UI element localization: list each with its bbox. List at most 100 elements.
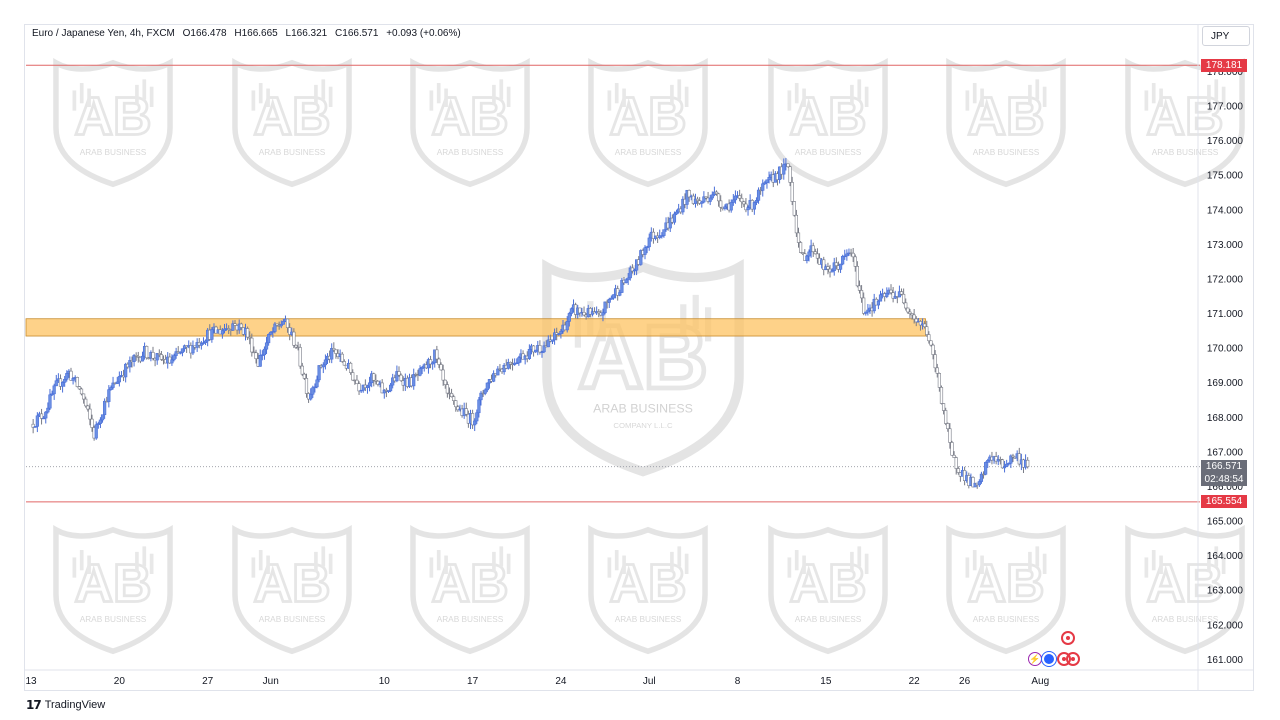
candle-body [435,349,439,360]
candle-body [452,396,456,401]
candle-body [75,377,79,387]
candle-body [374,379,378,382]
price-axis-label: 176.000 [1207,136,1244,147]
watermark-text: ARAB BUSINESS [973,148,1040,157]
candle-body [971,477,975,488]
candle-body [841,256,845,265]
candle-body [761,183,765,191]
candle-body [281,321,285,325]
candle-body [473,420,477,426]
watermark-text: ARAB BUSINESS [615,148,682,157]
candle-body [117,376,121,383]
candle-body [321,364,325,368]
candle-body [801,252,805,254]
candle-body [485,382,489,391]
candle-body [853,256,857,267]
candle-body [180,348,185,353]
candle-body [140,355,145,362]
candle-body [714,191,719,195]
time-axis: 13 20 27 Jun 10 17 24 Jul 8 15 22 26 Aug [24,24,1254,690]
candle-body [315,379,319,388]
candle-body [754,200,759,203]
candle-body [382,389,386,394]
watermark-logo: ARAB BUSINESS [413,63,527,184]
candle-body [855,266,859,287]
watermark-logo: ARAB BUSINESS [771,63,885,184]
candle-body [601,312,605,316]
watermark-shield [949,63,1063,184]
time-axis-label: Jun [263,676,279,687]
candle-body [483,389,487,394]
candle-body [31,423,35,428]
candle-body [1011,455,1015,458]
candle-body [939,387,944,404]
watermark-text: ARAB BUSINESS [593,402,693,416]
candle-body [885,292,889,297]
watermark-logo: ARAB BUSINESS [949,63,1063,184]
price-axis-label: 168.000 [1207,413,1244,424]
candle-body [151,352,155,359]
candle-body [578,307,582,314]
candle-body [933,354,937,369]
candle-body [431,362,435,365]
candle-body [552,332,557,341]
price-tag-countdown: 02:48:54 [1201,473,1247,487]
tradingview-logo[interactable]: 17 TradingView [26,698,105,712]
candle-body [262,348,267,356]
candle-body [744,203,748,211]
candle-body [1009,455,1013,464]
candle-body [300,365,304,375]
candle-body [788,166,792,183]
watermark-shield [771,530,885,651]
candle-body [365,385,370,388]
watermark-text: ARAB BUSINESS [259,148,326,157]
candle-body [782,164,786,175]
candle-body [88,408,92,420]
candle-body [155,353,159,361]
candle-body [626,277,630,281]
candle-body [412,374,416,387]
candle-body [927,334,931,342]
watermark-logo: ARAB BUSINESS [591,530,705,651]
watermark-logo: ARAB BUSINESS [591,63,705,184]
candle-body [90,418,94,428]
candle-body [210,329,214,340]
watermark-logo: ARAB BUSINESS [56,530,170,651]
watermark-logo: ARAB BUSINESS [1128,63,1242,184]
watermark-text: ARAB BUSINESS [1152,615,1219,624]
candle-body [456,406,460,411]
candle-body [515,362,519,365]
candle-body [864,311,868,314]
candle-body [542,345,546,353]
lightning-event-icon[interactable]: ⚡ [1028,652,1042,666]
time-axis-label: 22 [909,676,921,687]
candle-body [977,481,981,486]
event-marker-icon-3[interactable] [1066,652,1080,666]
watermark-shield [591,530,705,651]
currency-button[interactable]: JPY [1202,26,1250,46]
price-axis-label: 162.000 [1207,620,1244,631]
candle-body [708,197,712,202]
candle-body [464,408,468,415]
candle-body [103,400,107,416]
price-axis-label: 174.000 [1207,205,1244,216]
candle-body [832,262,836,271]
candle-body [96,423,100,426]
candle-body [203,340,208,343]
candle-body [635,259,639,271]
watermark-layer: ARAB BUSINESS ARAB BUSINESS ARAB BUSINESS A… [56,63,1242,651]
candle-body [323,359,328,366]
time-axis-label: 15 [820,676,832,687]
candle-body [39,413,44,419]
candle-body [752,202,756,210]
time-axis-label: 10 [379,676,391,687]
candle-body [607,298,611,303]
candle-body [815,253,820,259]
candle-body [399,374,403,381]
candle-body [979,473,984,482]
event-marker-icon[interactable] [1061,631,1075,645]
candle-body [199,343,203,346]
earnings-event-icon[interactable] [1042,652,1056,666]
candle-body [660,235,664,237]
